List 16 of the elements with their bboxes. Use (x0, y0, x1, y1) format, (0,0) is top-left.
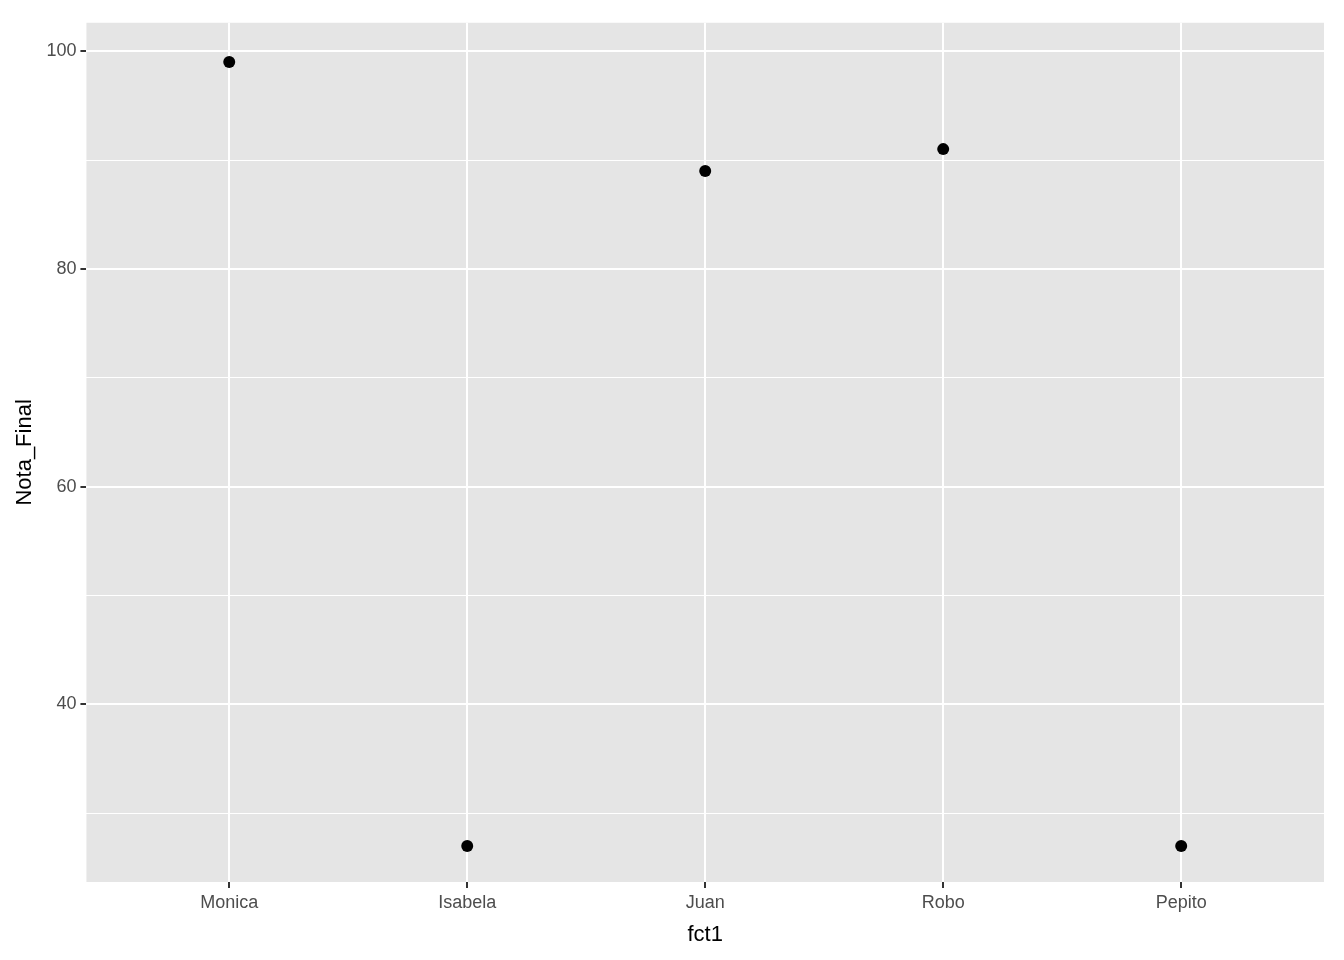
y-axis-title: Nota_Final (11, 399, 37, 506)
y-tick-label: 100 (46, 40, 77, 61)
y-tick-label: 80 (56, 257, 77, 278)
x-axis-title: fct1 (687, 920, 723, 946)
x-tick-label: Juan (685, 891, 725, 912)
x-tick-label: Robo (921, 891, 965, 912)
point (461, 840, 474, 853)
x-tick-label: Isabela (438, 891, 498, 912)
x-tick-label: Monica (200, 891, 260, 912)
y-tick-label: 60 (56, 475, 77, 496)
x-tick-label: Pepito (1155, 891, 1207, 912)
point (937, 143, 950, 156)
point (1175, 840, 1188, 853)
y-tick-label: 40 (56, 693, 77, 714)
point (223, 56, 236, 68)
point (699, 164, 712, 177)
